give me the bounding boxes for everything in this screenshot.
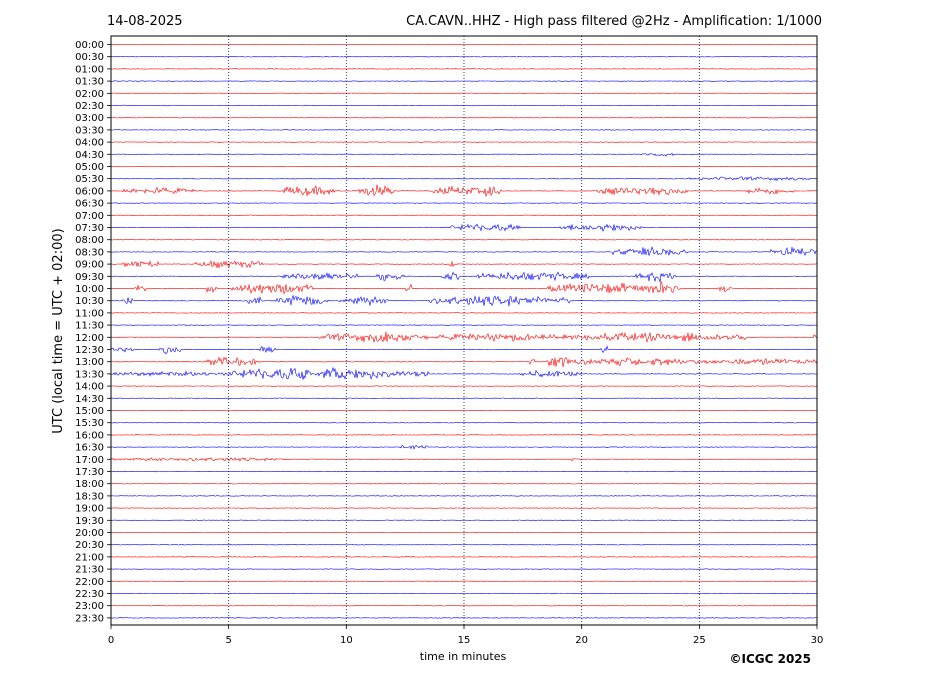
trace-2230 (111, 592, 818, 595)
y-tick-label: 09:00 (75, 260, 104, 271)
y-tick-label: 01:30 (75, 77, 104, 88)
trace-2330 (110, 617, 818, 619)
y-tick-label: 11:00 (75, 308, 104, 319)
y-tick-label: 05:30 (75, 174, 104, 185)
y-tick-label: 21:30 (75, 565, 104, 576)
trace-1330 (110, 366, 818, 380)
y-tick-label: 07:00 (75, 211, 104, 222)
trace-1500 (110, 409, 818, 412)
grid-layer (228, 36, 700, 625)
trace-1400 (110, 385, 818, 387)
y-tick-label: 20:00 (75, 528, 104, 539)
trace-1230 (110, 345, 817, 355)
x-tick-label: 25 (693, 635, 706, 646)
y-tick-label: 13:30 (75, 369, 104, 380)
trace-1930 (110, 519, 818, 521)
y-tick-label: 16:30 (75, 443, 104, 454)
trace-2130 (110, 568, 817, 570)
trace-2300 (110, 605, 818, 607)
y-tick-label: 08:00 (75, 235, 104, 246)
x-tick-label: 30 (811, 635, 824, 646)
y-tick-label: 19:30 (75, 516, 104, 527)
trace-2100 (111, 556, 817, 558)
trace-0830 (110, 246, 818, 257)
trace-0800 (110, 239, 818, 241)
y-tick-label: 02:00 (75, 89, 104, 100)
y-tick-label: 01:00 (75, 64, 104, 75)
y-tick-label: 20:30 (75, 540, 104, 551)
y-tick-label: 06:30 (75, 199, 104, 210)
trace-1530 (110, 422, 818, 424)
x-tick-label: 5 (225, 635, 231, 646)
y-tick-label: 22:30 (75, 589, 104, 600)
trace-0500 (111, 165, 818, 168)
y-tick-label: 10:30 (75, 296, 104, 307)
copyright-label: ©ICGC 2025 (729, 652, 811, 666)
y-tick-label: 12:30 (75, 345, 104, 356)
y-tick-label: 04:00 (75, 138, 104, 149)
y-tick-label: 05:00 (75, 162, 104, 173)
y-tick-label: 17:00 (75, 455, 104, 466)
trace-2030 (111, 544, 818, 546)
chart-title: CA.CAVN..HHZ - High pass filtered @2Hz -… (406, 14, 822, 29)
trace-1430 (110, 397, 818, 399)
y-tick-label: 19:00 (75, 504, 104, 515)
y-tick-label: 13:00 (75, 357, 104, 368)
trace-0100 (110, 68, 818, 70)
y-tick-label: 18:30 (75, 491, 104, 502)
y-tick-label: 00:30 (75, 52, 104, 63)
y-tick-label: 02:30 (75, 101, 104, 112)
trace-0630 (110, 202, 818, 204)
x-tick-label: 0 (108, 635, 114, 646)
y-tick-label: 11:30 (75, 321, 104, 332)
plot-frame (110, 35, 818, 626)
y-tick-label: 10:00 (75, 284, 104, 295)
y-tick-label: 08:30 (75, 247, 104, 258)
y-tick-label: 22:00 (75, 577, 104, 588)
trace-2200 (111, 580, 818, 582)
y-tick-label: 14:30 (75, 394, 104, 405)
y-tick-label: 06:00 (75, 186, 104, 197)
trace-0700 (110, 214, 818, 216)
trace-0530 (110, 176, 817, 182)
y-axis-label: UTC (local time = UTC + 02:00) (51, 228, 66, 433)
y-tick-label: 04:30 (75, 150, 104, 161)
trace-0000 (110, 43, 817, 46)
date-label: 14-08-2025 (107, 14, 183, 29)
x-tick-label: 15 (458, 635, 471, 646)
y-tick-label: 15:00 (75, 406, 104, 417)
y-tick-label: 07:30 (75, 223, 104, 234)
x-tick-layer: 0 5 10 15 20 25 30 (108, 625, 824, 646)
y-tick-label: 23:00 (75, 601, 104, 612)
trace-0430 (110, 152, 817, 157)
y-tick-label: 03:00 (75, 113, 104, 124)
y-tick-label: 17:30 (75, 467, 104, 478)
y-tick-label: 00:00 (75, 40, 104, 51)
y-tick-label: 12:00 (75, 333, 104, 344)
trace-1300 (110, 356, 818, 367)
y-tick-label: 14:00 (75, 382, 104, 393)
trace-2000 (110, 531, 818, 534)
y-tick-label: 21:00 (75, 552, 104, 563)
x-tick-label: 20 (575, 635, 588, 646)
trace-0030 (110, 56, 818, 58)
y-tick-label: 16:00 (75, 430, 104, 441)
y-tick-label: 23:30 (75, 613, 104, 624)
x-tick-label: 10 (340, 635, 353, 646)
y-tick-label: 09:30 (75, 272, 104, 283)
y-tick-label: 18:00 (75, 479, 104, 490)
y-tick-label: 15:30 (75, 418, 104, 429)
x-axis-label: time in minutes (420, 650, 507, 663)
y-tick-label: 03:30 (75, 125, 104, 136)
